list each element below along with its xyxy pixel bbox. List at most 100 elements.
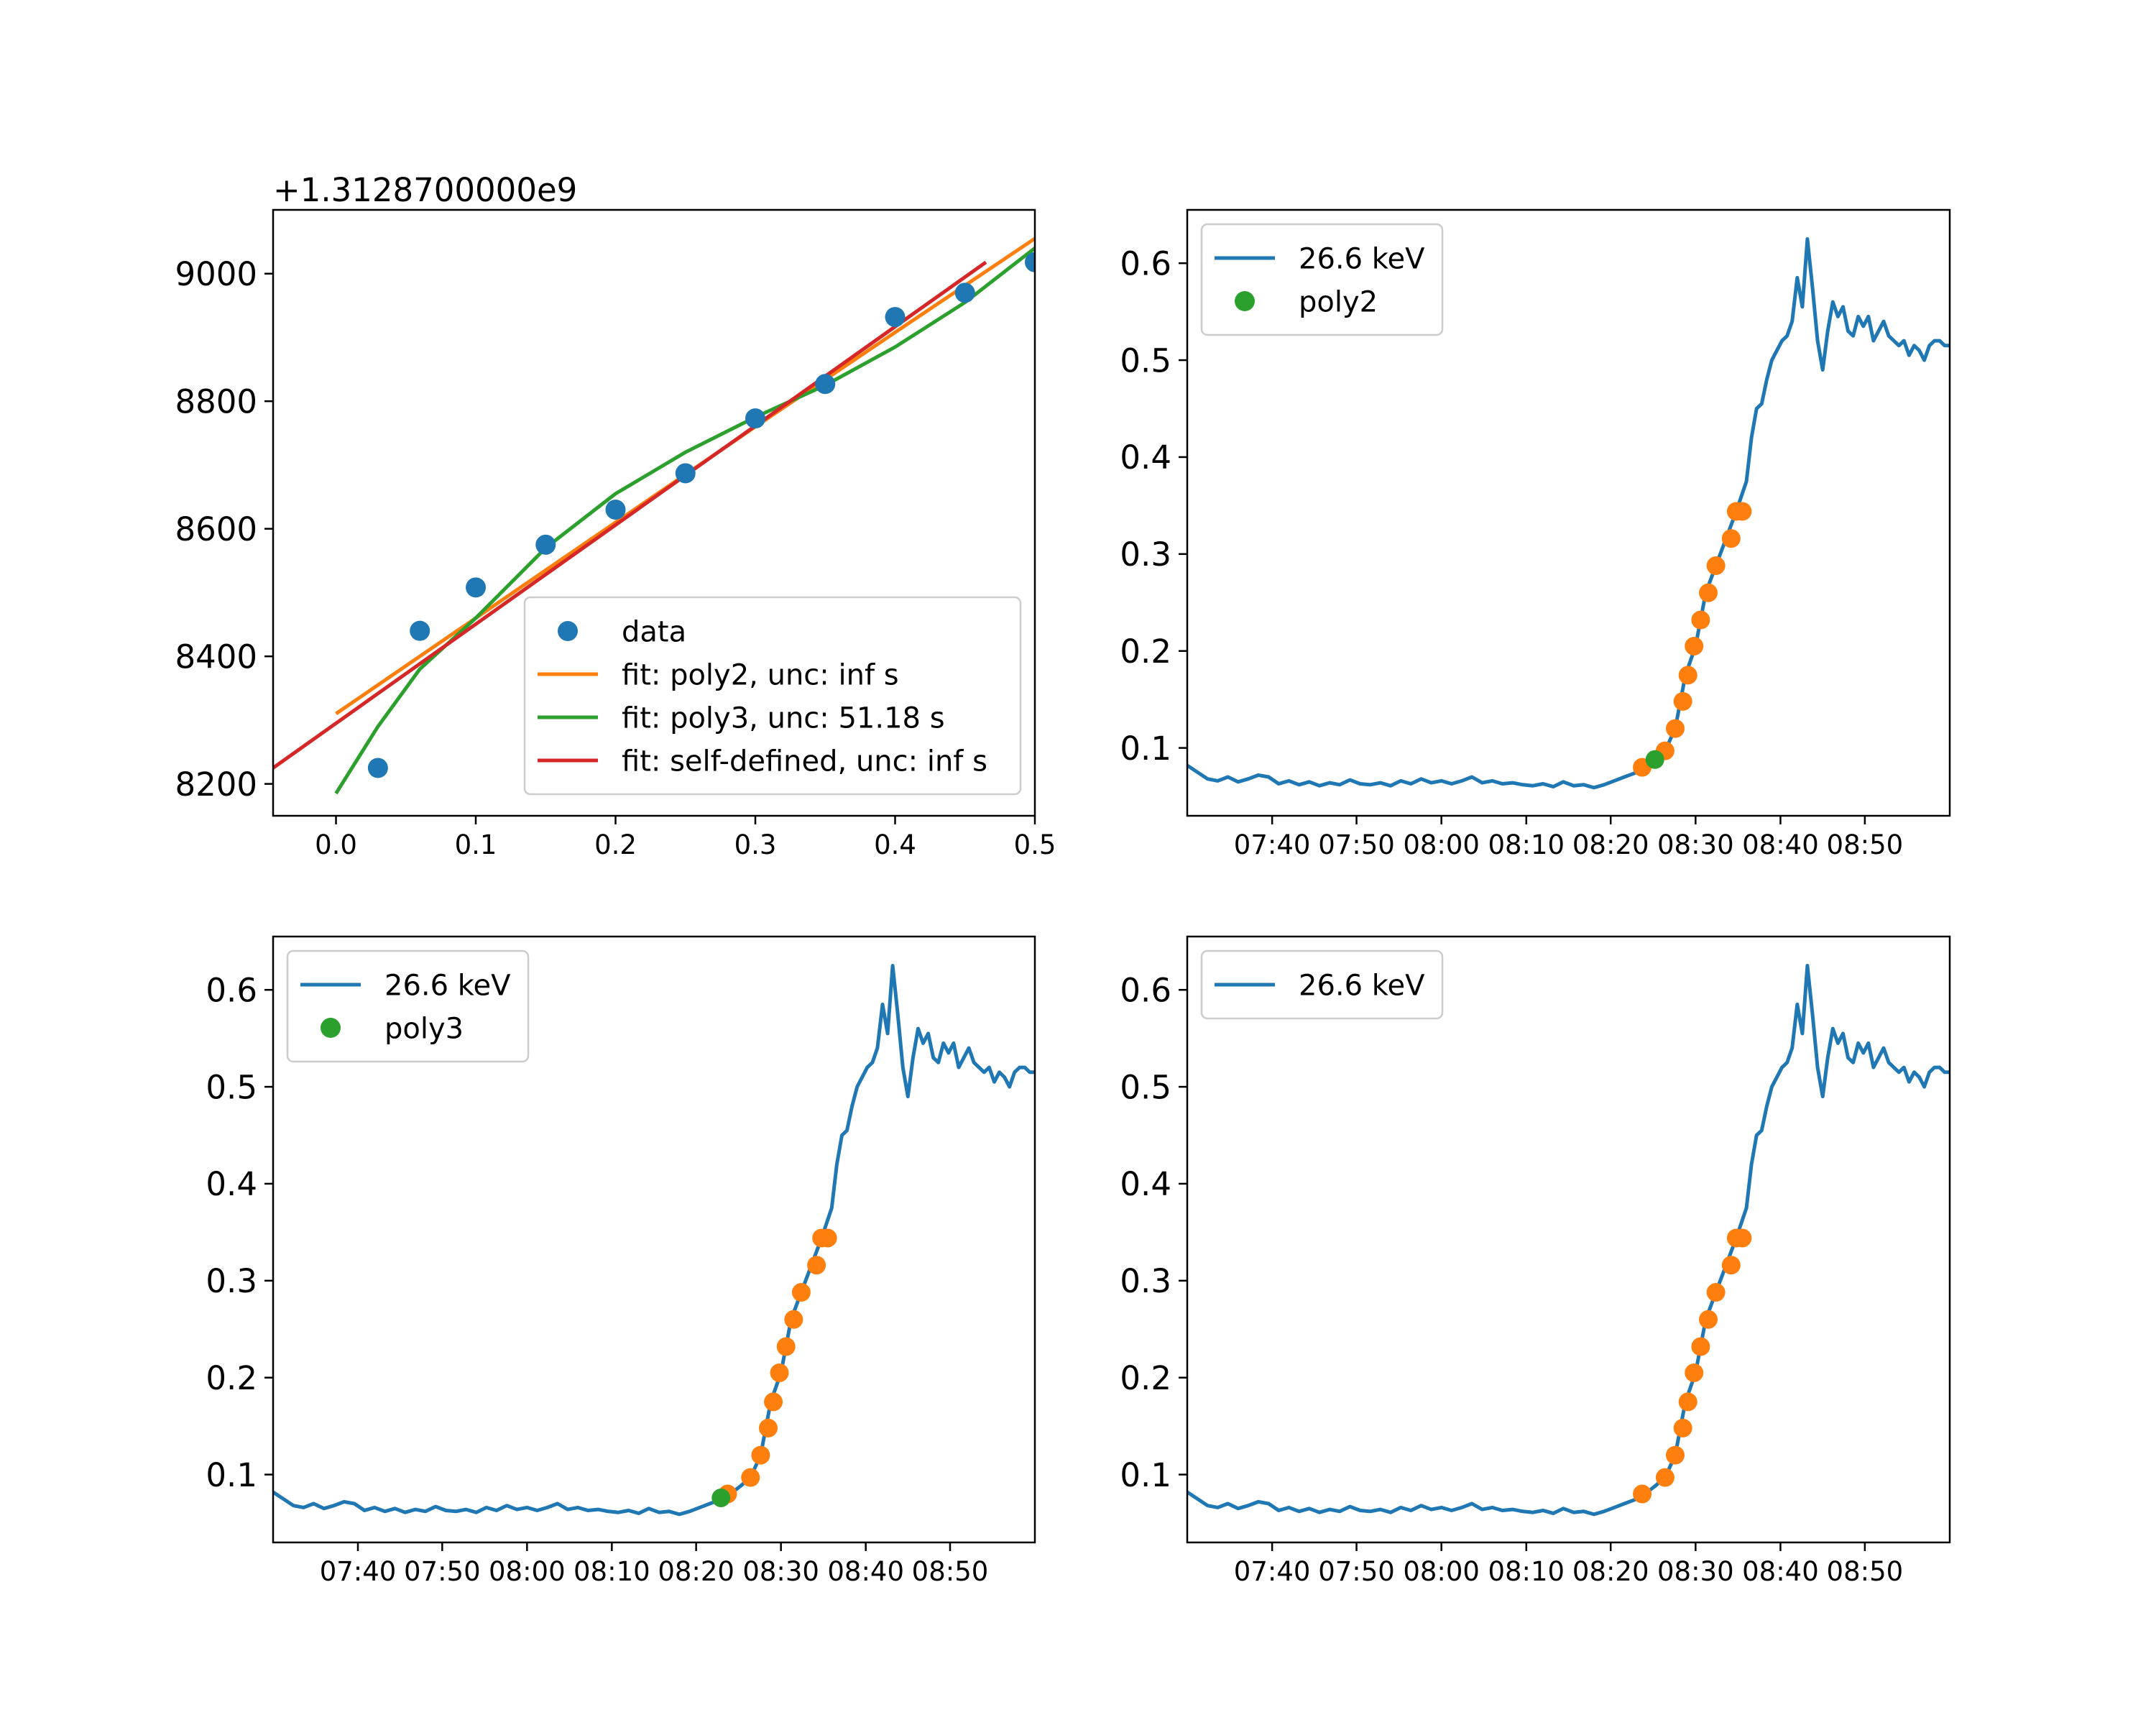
- y-tick-label: 0.3: [1120, 535, 1171, 574]
- y-tick-label: 0.3: [206, 1262, 257, 1300]
- subplot-4: 0.10.20.30.40.50.607:40 07:50 08:00 08:10 08…: [1120, 935, 1951, 1587]
- highlight-point: [1733, 1228, 1752, 1248]
- highlight-point: [1706, 1283, 1726, 1302]
- data-point: [954, 282, 975, 303]
- y-tick-label: 0.6: [1120, 971, 1171, 1009]
- legend-label: 26.6 keV: [1299, 242, 1425, 275]
- x-tick-label: 08:20: [1572, 829, 1649, 860]
- y-tick-label: 8400: [175, 638, 257, 676]
- series-line-26-6-kev: [273, 964, 1035, 1517]
- legend-dot-icon: [558, 621, 578, 641]
- highlight-point: [1706, 556, 1726, 576]
- legend-label: fit: poly3, unc: 51.18 s: [622, 702, 945, 735]
- y-tick-label: 0.2: [1120, 1359, 1171, 1397]
- y-tick-label: 8600: [175, 510, 257, 548]
- x-tick-label: 07:50: [1318, 829, 1395, 860]
- marked-point-poly2: [1645, 750, 1664, 769]
- highlight-point: [807, 1256, 826, 1275]
- highlight-point: [1678, 666, 1697, 685]
- series-line-26-6-kev: [1187, 964, 1950, 1517]
- highlight-point: [784, 1310, 803, 1329]
- x-tick-label: 08:50: [1827, 829, 1904, 860]
- x-tick-label: 07:50: [404, 1556, 481, 1587]
- legend-label: data: [622, 615, 686, 648]
- x-tick-label: 07:40: [1234, 829, 1311, 860]
- highlight-point: [791, 1283, 811, 1302]
- x-tick-label: 08:00: [1403, 829, 1480, 860]
- highlight-point: [1699, 1310, 1718, 1329]
- y-tick-label: 9000: [175, 255, 257, 293]
- highlight-point: [770, 1363, 789, 1382]
- x-tick-label: 08:10: [1488, 1556, 1565, 1587]
- x-tick-label: 08:00: [489, 1556, 566, 1587]
- highlight-point: [1673, 1418, 1692, 1438]
- legend: 26.6 keV poly3: [286, 949, 530, 1063]
- highlight-point: [818, 1228, 837, 1248]
- data-point: [535, 534, 556, 555]
- x-tick-label: 07:40: [1234, 1556, 1311, 1587]
- highlight-point: [1733, 502, 1752, 521]
- x-tick-label: 08:40: [1742, 1556, 1819, 1587]
- highlight-point: [1666, 1445, 1685, 1465]
- data-point: [466, 577, 487, 598]
- x-tick-label: 08:20: [658, 1556, 734, 1587]
- fit-line-3: [273, 260, 987, 770]
- plot-area: [273, 236, 1035, 795]
- x-tick-label: 0.4: [874, 829, 916, 860]
- highlight-point: [1685, 1363, 1704, 1382]
- legend: 26.6 keV: [1200, 949, 1444, 1020]
- y-tick-label: 0.6: [206, 971, 257, 1009]
- y-tick-label: 8800: [175, 382, 257, 420]
- highlight-point: [751, 1445, 770, 1465]
- axes-frame: [272, 208, 1036, 817]
- highlight-point: [1721, 529, 1741, 548]
- plot-area: [273, 964, 1035, 1517]
- x-tick-label: 08:10: [573, 1556, 650, 1587]
- legend-label: fit: self-defined, unc: inf s: [622, 745, 987, 778]
- highlight-point: [759, 1418, 778, 1438]
- legend-label: 26.6 keV: [384, 969, 511, 1002]
- y-tick-label: 0.2: [206, 1359, 257, 1397]
- legend-dot-icon: [1235, 291, 1255, 311]
- x-tick-label: 08:50: [912, 1556, 989, 1587]
- highlight-point: [1633, 1484, 1652, 1504]
- x-tick-label: 0.1: [455, 829, 497, 860]
- y-tick-label: 0.1: [1120, 1456, 1171, 1494]
- legend-label: poly3: [384, 1012, 464, 1045]
- x-tick-label: 08:30: [742, 1556, 819, 1587]
- axes-frame: [1186, 208, 1951, 817]
- highlight-point: [741, 1468, 760, 1487]
- x-tick-label: 08:50: [1827, 1556, 1904, 1587]
- x-tick-label: 08:40: [1742, 829, 1819, 860]
- highlight-point: [1699, 583, 1718, 602]
- x-tick-label: 08:20: [1572, 1556, 1649, 1587]
- legend: 26.6 keV poly2: [1200, 223, 1444, 336]
- legend-frame: [1200, 949, 1444, 1020]
- axes-frame: [1186, 935, 1951, 1544]
- highlight-point: [1666, 719, 1685, 738]
- data-point: [675, 463, 696, 484]
- x-tick-label: 08:10: [1488, 829, 1565, 860]
- legend-dot-icon: [321, 1018, 341, 1038]
- data-point: [885, 307, 906, 328]
- legend: data fit: poly2, unc: inf s fit: poly3, un…: [523, 596, 1022, 796]
- x-tick-label: 0.3: [734, 829, 777, 860]
- legend-frame: [286, 949, 530, 1063]
- x-tick-label: 08:00: [1403, 1556, 1480, 1587]
- subplot-3: 0.1 0.2 0.3 0.4 0.5 0.6 07:40 07:50 08:00 08:10 08…: [206, 935, 1036, 1587]
- fit-line-2: [334, 247, 1035, 795]
- highlight-point: [1691, 1337, 1710, 1356]
- data-point: [605, 500, 626, 520]
- highlight-point: [1673, 691, 1692, 711]
- highlight-point: [1685, 636, 1704, 656]
- x-tick-label: 08:30: [1657, 1556, 1734, 1587]
- x-tick-label: 0.0: [315, 829, 357, 860]
- x-tick-label: 07:40: [320, 1556, 397, 1587]
- y-tick-label: 8200: [175, 765, 257, 804]
- highlight-point: [1655, 1468, 1674, 1487]
- x-tick-label: 0.2: [594, 829, 637, 860]
- axis-offset-label: +1.3128700000e9: [273, 171, 577, 209]
- highlight-point: [764, 1392, 783, 1412]
- legend-frame: [523, 596, 1022, 796]
